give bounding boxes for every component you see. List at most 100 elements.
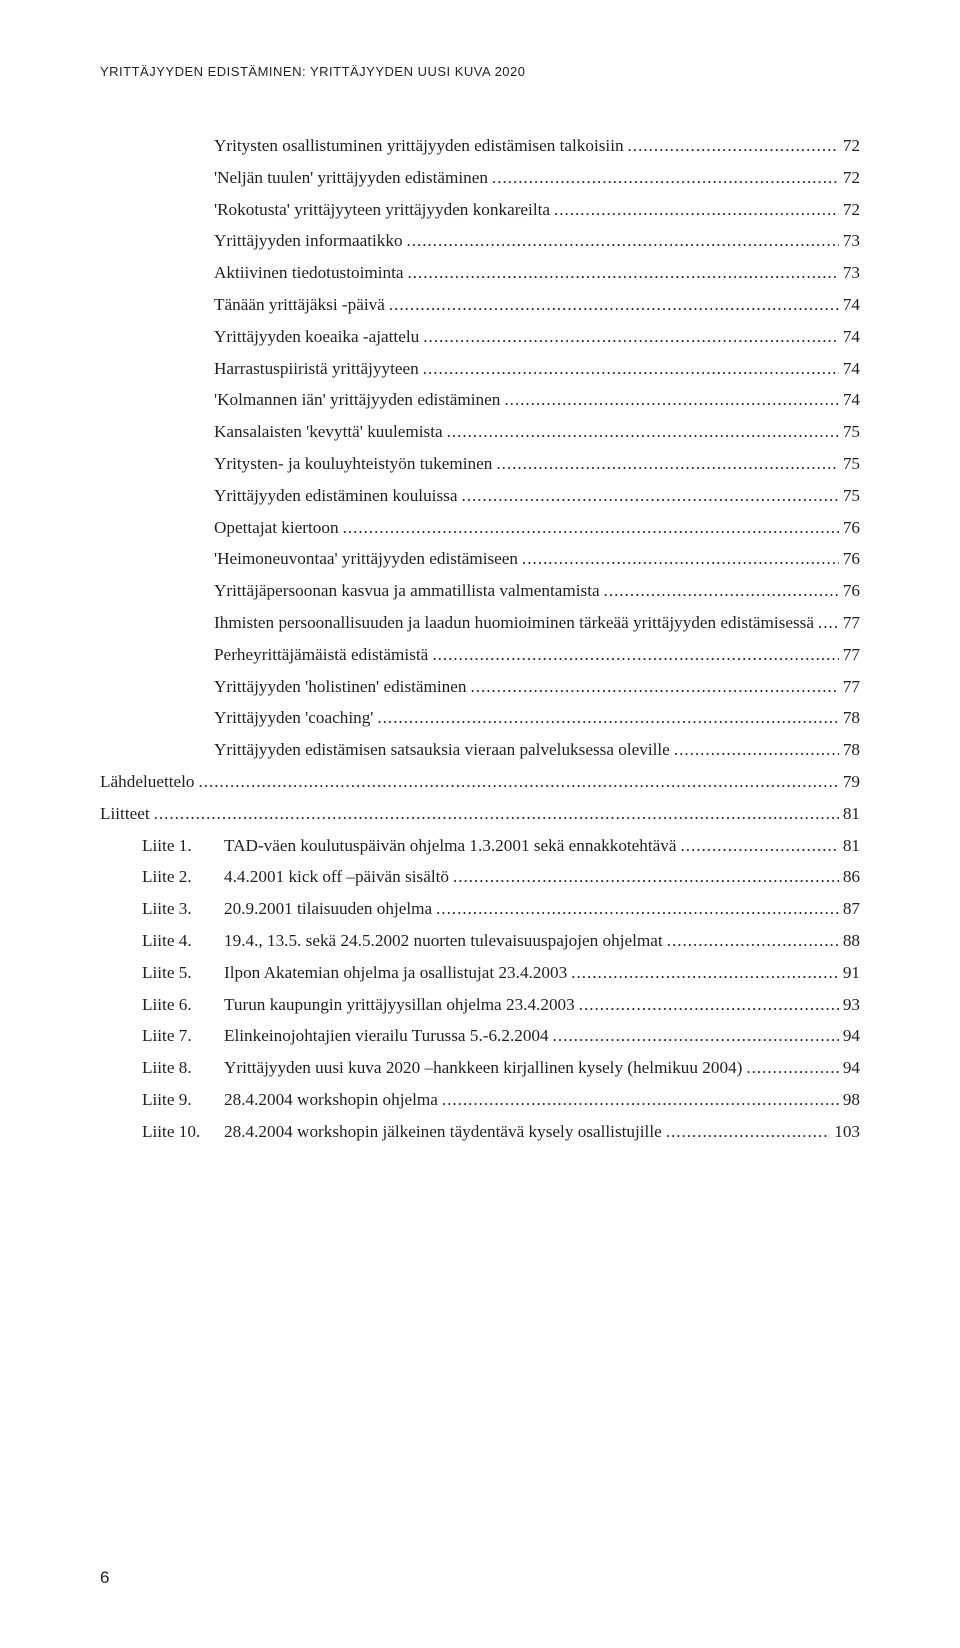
appendix-title: 20.9.2001 tilaisuuden ohjelma <box>224 900 432 917</box>
toc-leader-dots <box>423 328 839 345</box>
toc-leader-dots <box>674 741 839 758</box>
toc-entry-label: Yritysten osallistuminen yrittäjyyden ed… <box>214 137 624 154</box>
appendix-title: Ilpon Akatemian ohjelma ja osallistujat … <box>224 964 567 981</box>
toc-leader-dots <box>407 232 839 249</box>
toc-leader-dots <box>496 455 839 472</box>
toc-leader-dots <box>666 1123 830 1140</box>
toc-leader-dots <box>389 296 839 313</box>
appendix-title: 19.4., 13.5. sekä 24.5.2002 nuorten tule… <box>224 932 663 949</box>
toc-leader-dots <box>408 264 839 281</box>
toc-leader-dots <box>154 805 839 822</box>
toc-entry-page: 78 <box>843 741 860 758</box>
toc-entry: Yrittäjyyden koeaika -ajattelu74 <box>100 328 860 345</box>
appendix-tag: Liite 6. <box>142 996 224 1013</box>
toc-leader-dots <box>343 519 839 536</box>
toc-entry-page: 78 <box>843 709 860 726</box>
toc-entry-page: 74 <box>843 360 860 377</box>
toc-entry-label: Yrittäjyyden 'coaching' <box>214 709 373 726</box>
toc-entry: Harrastuspiiristä yrittäjyyteen 74 <box>100 360 860 377</box>
appendix-tag: Liite 10. <box>142 1123 224 1140</box>
toc-leader-dots <box>423 360 839 377</box>
page-number: 6 <box>100 1568 109 1588</box>
appendix-page: 103 <box>834 1123 860 1140</box>
appendix-tag: Liite 2. <box>142 868 224 885</box>
appendix-page: 94 <box>843 1059 860 1076</box>
appendix-title: TAD-väen koulutuspäivän ohjelma 1.3.2001… <box>224 837 677 854</box>
toc-leader-dots <box>667 932 839 949</box>
appendix-entry: Liite 7.Elinkeinojohtajien vierailu Turu… <box>100 1027 860 1044</box>
toc-entry-label: Tänään yrittäjäksi -päivä <box>214 296 385 313</box>
running-header: YRITTÄJYYDEN EDISTÄMINEN: YRITTÄJYYDEN U… <box>100 64 860 79</box>
toc-entry-label: Yritysten- ja kouluyhteistyön tukeminen <box>214 455 492 472</box>
toc-leader-dots <box>461 487 838 504</box>
table-of-contents: Yritysten osallistuminen yrittäjyyden ed… <box>100 137 860 1140</box>
appendix-page: 98 <box>843 1091 860 1108</box>
appendix-entry: Liite 3.20.9.2001 tilaisuuden ohjelma87 <box>100 900 860 917</box>
toc-entry: 'Kolmannen iän' yrittäjyyden edistäminen… <box>100 391 860 408</box>
toc-entry: Ihmisten persoonallisuuden ja laadun huo… <box>100 614 860 631</box>
appendix-entry: Liite 1.TAD-väen koulutuspäivän ohjelma … <box>100 837 860 854</box>
toc-entry-page: 73 <box>843 264 860 281</box>
toc-leader-dots <box>432 646 839 663</box>
toc-entry-page: 77 <box>843 646 860 663</box>
toc-entry-label: 'Neljän tuulen' yrittäjyyden edistäminen <box>214 169 488 186</box>
toc-entry: 'Heimoneuvontaa' yrittäjyyden edistämise… <box>100 550 860 567</box>
appendix-title: 28.4.2004 workshopin jälkeinen täydentäv… <box>224 1123 662 1140</box>
toc-entry-page: 77 <box>843 678 860 695</box>
appendix-tag: Liite 4. <box>142 932 224 949</box>
toc-entry: Kansalaisten 'kevyttä' kuulemista75 <box>100 423 860 440</box>
toc-entry: Yrittäjyyden informaatikko73 <box>100 232 860 249</box>
toc-entry-page: 76 <box>843 519 860 536</box>
appendix-title: Turun kaupungin yrittäjyysillan ohjelma … <box>224 996 575 1013</box>
toc-leader-dots <box>442 1091 839 1108</box>
toc-entry-page: 74 <box>843 391 860 408</box>
toc-entry: Yrittäjäpersoonan kasvua ja ammatillista… <box>100 582 860 599</box>
toc-entry: Perheyrittäjämäistä edistämistä 77 <box>100 646 860 663</box>
toc-leader-dots <box>554 201 839 218</box>
appendix-title: Elinkeinojohtajien vierailu Turussa 5.-6… <box>224 1027 549 1044</box>
toc-entry: Lähdeluettelo79 <box>100 773 860 790</box>
appendix-entry: Liite 9.28.4.2004 workshopin ohjelma98 <box>100 1091 860 1108</box>
appendix-page: 93 <box>843 996 860 1013</box>
appendix-tag: Liite 1. <box>142 837 224 854</box>
toc-entry: Aktiivinen tiedotustoiminta 73 <box>100 264 860 281</box>
toc-entry-label: Aktiivinen tiedotustoiminta <box>214 264 404 281</box>
toc-entry-page: 75 <box>843 455 860 472</box>
appendix-entry: Liite 6.Turun kaupungin yrittäjyysillan … <box>100 996 860 1013</box>
toc-entry-label: Yrittäjyyden edistäminen kouluissa <box>214 487 457 504</box>
appendix-title: Yrittäjyyden uusi kuva 2020 –hankkeen ki… <box>224 1059 742 1076</box>
appendix-tag: Liite 5. <box>142 964 224 981</box>
toc-entry-page: 72 <box>843 169 860 186</box>
toc-entry: Yritysten osallistuminen yrittäjyyden ed… <box>100 137 860 154</box>
toc-entry-page: 77 <box>843 614 860 631</box>
toc-entry-label: Ihmisten persoonallisuuden ja laadun huo… <box>214 614 814 631</box>
toc-leader-dots <box>604 582 839 599</box>
toc-leader-dots <box>504 391 838 408</box>
toc-leader-dots <box>579 996 839 1013</box>
toc-entry-page: 79 <box>843 773 860 790</box>
toc-entry-label: Perheyrittäjämäistä edistämistä <box>214 646 428 663</box>
appendix-page: 91 <box>843 964 860 981</box>
toc-entry-page: 74 <box>843 296 860 313</box>
toc-entry-label: 'Kolmannen iän' yrittäjyyden edistäminen <box>214 391 500 408</box>
toc-leader-dots <box>453 868 839 885</box>
toc-leader-dots <box>377 709 838 726</box>
appendix-title: 28.4.2004 workshopin ohjelma <box>224 1091 438 1108</box>
toc-leader-dots <box>571 964 839 981</box>
appendix-tag: Liite 8. <box>142 1059 224 1076</box>
toc-entry: Yrittäjyyden 'coaching' 78 <box>100 709 860 726</box>
appendix-entry: Liite 8.Yrittäjyyden uusi kuva 2020 –han… <box>100 1059 860 1076</box>
toc-entry: 'Rokotusta' yrittäjyyteen yrittäjyyden k… <box>100 201 860 218</box>
toc-entry-label: 'Heimoneuvontaa' yrittäjyyden edistämise… <box>214 550 518 567</box>
appendix-entry: Liite 10.28.4.2004 workshopin jälkeinen … <box>100 1123 860 1140</box>
toc-entry-label: Harrastuspiiristä yrittäjyyteen <box>214 360 419 377</box>
toc-entry: Liitteet81 <box>100 805 860 822</box>
appendix-page: 88 <box>843 932 860 949</box>
toc-entry-page: 75 <box>843 487 860 504</box>
toc-entry-page: 75 <box>843 423 860 440</box>
toc-entry-label: 'Rokotusta' yrittäjyyteen yrittäjyyden k… <box>214 201 550 218</box>
toc-leader-dots <box>199 773 839 790</box>
toc-leader-dots <box>492 169 839 186</box>
toc-leader-dots <box>522 550 839 567</box>
toc-leader-dots <box>746 1059 838 1076</box>
